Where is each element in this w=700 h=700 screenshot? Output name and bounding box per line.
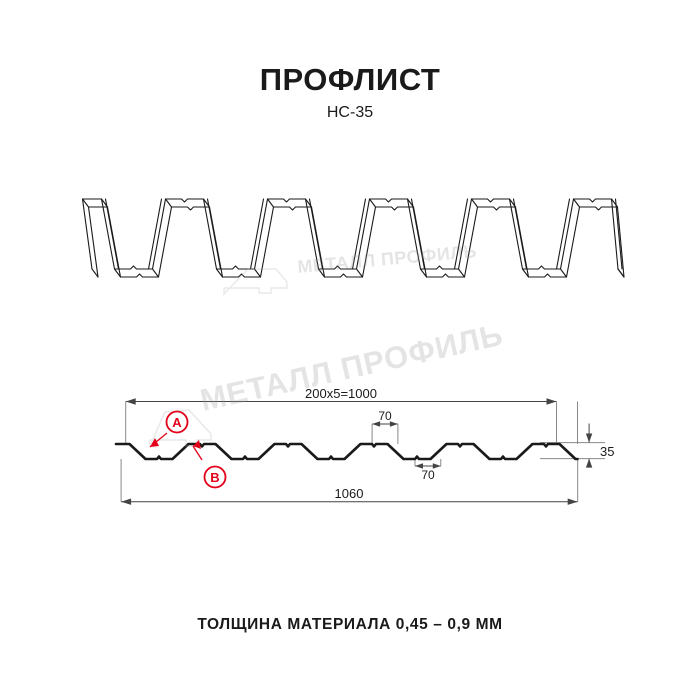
svg-text:МЕТАЛЛ ПРОФИЛЬ: МЕТАЛЛ ПРОФИЛЬ [297,241,478,277]
svg-text:70: 70 [421,468,435,482]
svg-text:МЕТАЛЛ ПРОФИЛЬ: МЕТАЛЛ ПРОФИЛЬ [197,317,506,418]
svg-text:B: B [210,470,219,485]
svg-text:1060: 1060 [335,486,364,501]
svg-text:35: 35 [600,444,614,459]
svg-text:A: A [172,415,182,430]
svg-text:70: 70 [378,409,392,423]
